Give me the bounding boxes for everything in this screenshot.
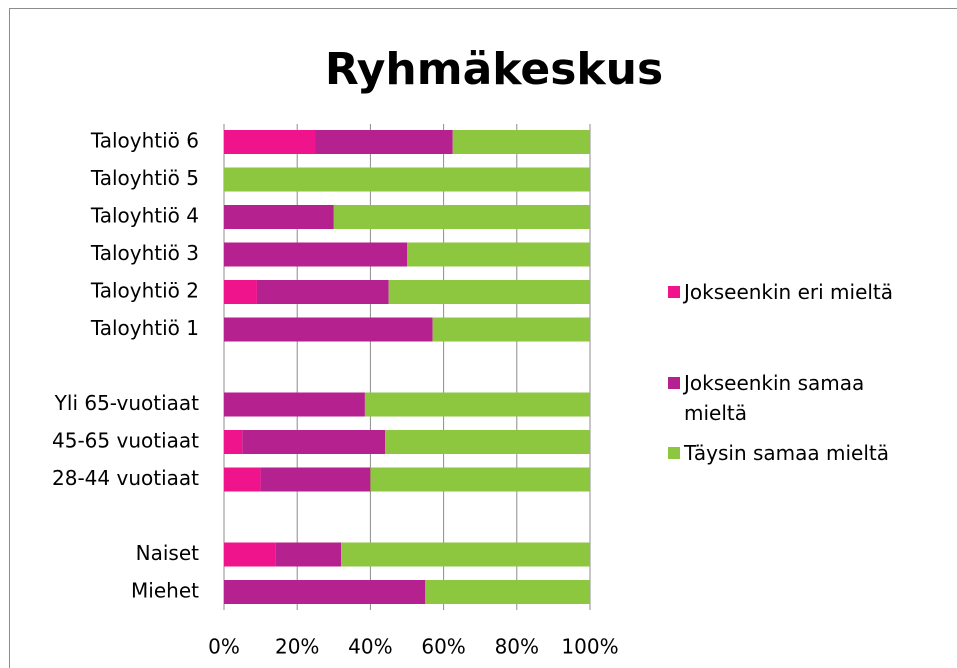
- legend-label: Jokseenkin samaa mieltä: [684, 371, 865, 425]
- bar-segment: [256, 280, 389, 304]
- y-tick-label: Taloyhtiö 2: [90, 279, 199, 303]
- y-tick-label: 28-44 vuotiaat: [52, 466, 199, 490]
- bar-segment: [224, 580, 426, 604]
- y-tick-label: Taloyhtiö 4: [90, 204, 199, 228]
- y-tick-label: 45-65 vuotiaat: [52, 429, 199, 453]
- x-tick-label: 80%: [495, 635, 539, 659]
- bar-segment: [388, 280, 590, 304]
- bar-segment: [224, 130, 316, 154]
- bar-segment: [364, 392, 590, 417]
- y-tick-label: Taloyhtiö 1: [90, 316, 199, 340]
- bar-segment: [224, 317, 433, 342]
- bar-segment: [224, 205, 334, 229]
- chart-border: [9, 8, 957, 668]
- bar-segment: [224, 430, 243, 454]
- bar-segment: [224, 392, 365, 417]
- bar-segment: [260, 467, 371, 492]
- bar-segment: [333, 205, 590, 229]
- bar-segment: [370, 467, 590, 492]
- chart-title: Ryhmäkeskus: [325, 44, 663, 95]
- y-tick-label: Taloyhtiö 6: [90, 129, 199, 153]
- legend-swatch: [668, 447, 680, 459]
- bar-segment: [407, 242, 590, 267]
- y-tick-label: Taloyhtiö 5: [90, 166, 199, 190]
- bar-segment: [385, 430, 590, 454]
- bar-segment: [452, 130, 590, 154]
- bar-segment: [315, 130, 453, 154]
- x-tick-label: 20%: [275, 635, 319, 659]
- y-tick-label: Miehet: [131, 579, 199, 603]
- y-tick-label: Yli 65-vuotiaat: [54, 391, 199, 415]
- bar-segment: [275, 542, 342, 567]
- bar-segment: [224, 167, 590, 192]
- x-tick-label: 60%: [421, 635, 465, 659]
- bar-segment: [432, 317, 590, 342]
- y-tick-label: Taloyhtiö 3: [90, 241, 199, 265]
- y-tick-label: Naiset: [136, 541, 199, 565]
- legend-label: Jokseenkin eri mieltä: [684, 280, 894, 304]
- legend-swatch: [668, 286, 680, 298]
- bar-segment: [224, 280, 257, 304]
- legend-label: Täysin samaa mieltä: [684, 441, 890, 465]
- bar-segment: [224, 542, 276, 567]
- x-tick-label: 100%: [561, 635, 618, 659]
- bar-segment: [224, 467, 261, 492]
- bar-segment: [425, 580, 590, 604]
- bar-segment: [242, 430, 386, 454]
- bar-segment: [224, 242, 407, 267]
- legend-swatch: [668, 377, 680, 389]
- x-tick-label: 40%: [348, 635, 392, 659]
- x-tick-label: 0%: [208, 635, 240, 659]
- bar-segment: [341, 542, 590, 567]
